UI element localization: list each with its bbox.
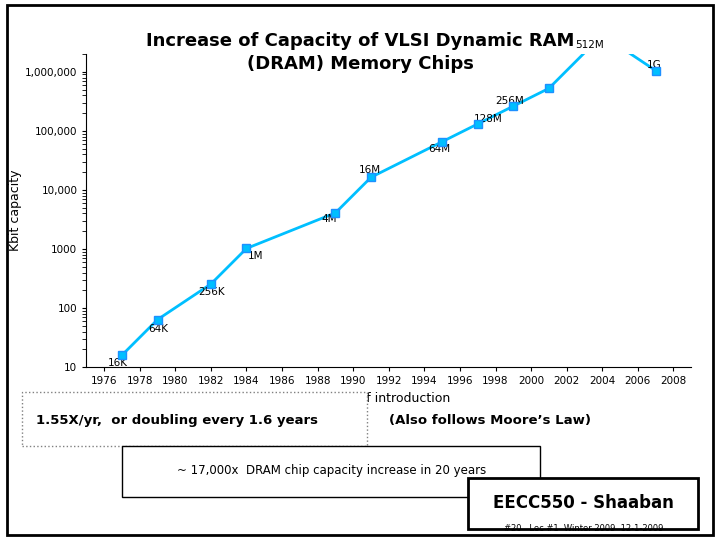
Text: 64M: 64M: [428, 144, 450, 154]
Text: 4M: 4M: [321, 214, 337, 224]
Text: #20   Lec #1  Winter 2009  12-1-2009: #20 Lec #1 Winter 2009 12-1-2009: [503, 524, 663, 532]
Text: 256K: 256K: [199, 287, 225, 298]
Text: 1.55X/yr,  or doubling every 1.6 years: 1.55X/yr, or doubling every 1.6 years: [36, 414, 318, 427]
Y-axis label: Kbit capacity: Kbit capacity: [9, 170, 22, 251]
Text: ~ 17,000x  DRAM chip capacity increase in 20 years: ~ 17,000x DRAM chip capacity increase in…: [176, 464, 486, 477]
Text: 16M: 16M: [359, 165, 381, 175]
X-axis label: Year of introduction: Year of introduction: [328, 392, 450, 405]
Text: Increase of Capacity of VLSI Dynamic RAM
(DRAM) Memory Chips: Increase of Capacity of VLSI Dynamic RAM…: [146, 32, 574, 72]
Text: 512M: 512M: [575, 40, 604, 50]
Text: 64K: 64K: [148, 323, 168, 334]
Text: 256M: 256M: [495, 96, 524, 106]
Text: 1G: 1G: [647, 60, 662, 70]
Text: 1M: 1M: [248, 252, 264, 261]
Text: EECC550 - Shaaban: EECC550 - Shaaban: [492, 494, 674, 512]
Text: (Also follows Moore’s Law): (Also follows Moore’s Law): [389, 414, 591, 427]
Text: 128M: 128M: [474, 114, 503, 124]
Text: 16K: 16K: [108, 357, 127, 368]
